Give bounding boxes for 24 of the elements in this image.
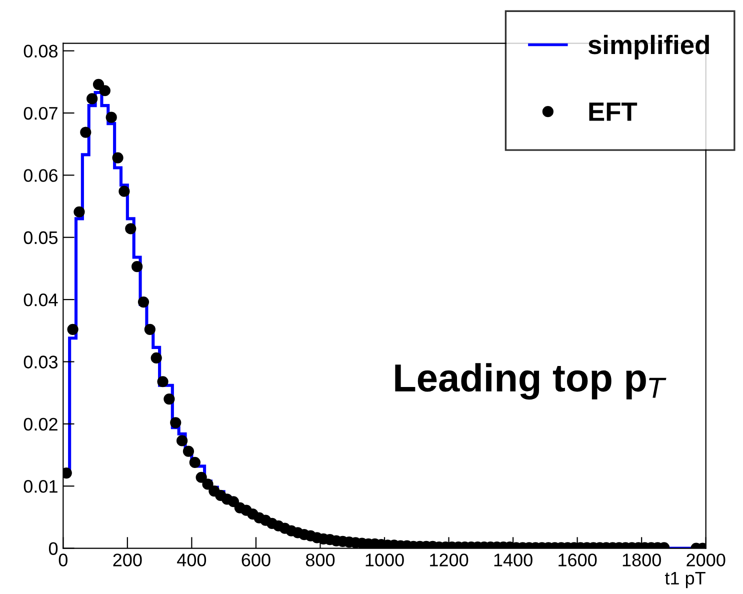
x-tick-label: 1800	[622, 554, 661, 566]
annotation: Leading top p$_{T}$	[395, 363, 666, 400]
x-tick-label: 0	[58, 554, 68, 566]
y-tick-label: 0.02	[24, 418, 58, 431]
y-tick-label: 0.07	[24, 106, 58, 120]
x-tick-label: 1600	[558, 554, 597, 566]
x-tick-label: 2000	[686, 554, 726, 566]
x-tick-label: 400	[177, 554, 206, 566]
x-tick-label: 1000	[366, 554, 404, 566]
y-tick-label: 0.08	[24, 44, 58, 58]
x-tick-label: 200	[113, 554, 142, 566]
x-tick-label: 1200	[430, 554, 468, 566]
x-tick-label: 1400	[494, 554, 532, 566]
y-tick-label: 0.03	[24, 356, 58, 368]
legend-label: simplified	[588, 34, 709, 60]
x-axis-title: t1 pT	[664, 572, 706, 588]
y-tick-label: 0.01	[24, 480, 58, 493]
x-tick-label: 800	[306, 554, 335, 566]
y-tick-label: 0	[48, 542, 58, 555]
legend-label: EFT	[589, 102, 638, 121]
y-tick-label: 0.04	[24, 293, 58, 306]
y-tick-label: 0.05	[24, 231, 58, 244]
x-tick-label: 600	[242, 554, 270, 566]
y-tick-label: 0.06	[24, 169, 58, 182]
